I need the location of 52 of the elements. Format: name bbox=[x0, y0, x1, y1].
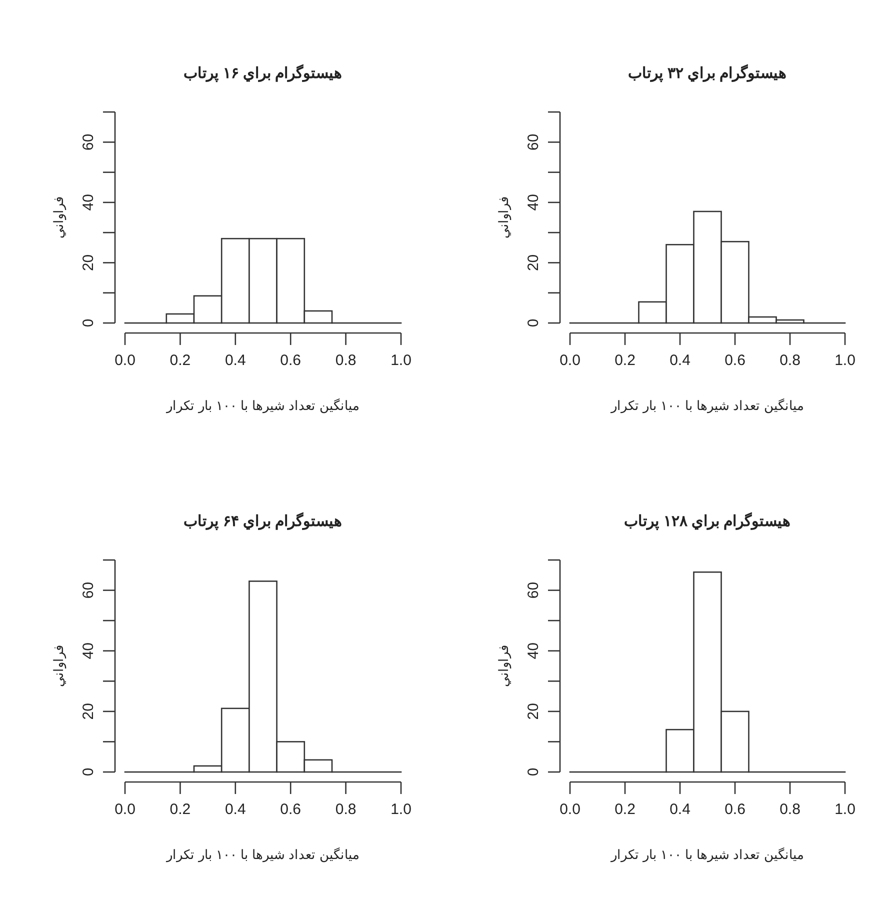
y-tick-label: 0 bbox=[525, 768, 542, 776]
y-tick-label: 20 bbox=[525, 703, 542, 720]
x-tick-label: 0.2 bbox=[170, 801, 191, 818]
x-tick-label: 0.2 bbox=[614, 352, 636, 369]
y-tick-label: 40 bbox=[80, 194, 97, 211]
y-tick-label: 40 bbox=[525, 194, 542, 211]
y-tick-label: 60 bbox=[525, 134, 542, 150]
x-tick-label: 0.4 bbox=[670, 801, 690, 818]
x-tick-label: 0.0 bbox=[114, 352, 136, 369]
y-axis-title: فراواني bbox=[51, 645, 67, 687]
x-tick-label: 0.2 bbox=[614, 801, 636, 818]
x-tick-label: 0.4 bbox=[224, 801, 246, 818]
y-tick-label: 20 bbox=[80, 703, 97, 720]
y-tick-label: 20 bbox=[525, 254, 542, 272]
chart-title: هيستوگرام براي ۱۶ پرتاب bbox=[184, 64, 342, 83]
x-tick-label: 0.6 bbox=[724, 801, 746, 818]
x-tick-label: 0.6 bbox=[724, 352, 746, 369]
y-tick-label: 0 bbox=[525, 318, 542, 328]
x-tick-label: 0.0 bbox=[114, 801, 136, 818]
x-tick-label: 0.2 bbox=[170, 352, 191, 369]
y-tick-label: 40 bbox=[80, 642, 97, 660]
y-axis-title: فراواني bbox=[51, 196, 67, 238]
x-tick-label: 1.0 bbox=[834, 352, 856, 369]
x-tick-label: 0.0 bbox=[560, 801, 580, 818]
x-tick-label: 1.0 bbox=[834, 801, 856, 818]
y-axis-title: فراواني bbox=[496, 645, 512, 687]
y-tick-label: 60 bbox=[80, 582, 97, 599]
y-tick-label: 0 bbox=[80, 768, 97, 776]
x-tick-label: 0.8 bbox=[335, 801, 356, 818]
y-tick-label: 60 bbox=[80, 134, 97, 150]
x-tick-label: 1.0 bbox=[390, 352, 412, 369]
x-tick-label: 0.4 bbox=[224, 352, 246, 369]
chart-title: هيستوگرام براي ۶۴ پرتاب bbox=[184, 512, 342, 531]
x-tick-label: 0.8 bbox=[335, 352, 356, 369]
y-tick-label: 20 bbox=[80, 254, 97, 272]
x-axis-title: ميانگين تعداد شيرها با ۱۰۰ بار تکرار bbox=[166, 847, 360, 863]
x-tick-label: 0.8 bbox=[780, 352, 800, 369]
x-tick-label: 0.0 bbox=[560, 352, 580, 369]
x-tick-label: 0.4 bbox=[670, 352, 690, 369]
y-tick-label: 40 bbox=[525, 642, 542, 660]
chart-title: هيستوگرام براي ۳۲ پرتاب bbox=[628, 64, 787, 83]
chart-title: هيستوگرام براي ۱۲۸ پرتاب bbox=[624, 512, 791, 531]
x-tick-label: 0.6 bbox=[280, 801, 302, 818]
x-axis-title: ميانگين تعداد شيرها با ۱۰۰ بار تکرار bbox=[610, 398, 804, 414]
x-axis-title: ميانگين تعداد شيرها با ۱۰۰ بار تکرار bbox=[166, 398, 360, 414]
y-tick-label: 60 bbox=[525, 582, 542, 599]
y-tick-label: 0 bbox=[80, 318, 97, 328]
x-tick-label: 0.8 bbox=[780, 801, 800, 818]
x-axis-title: ميانگين تعداد شيرها با ۱۰۰ بار تکرار bbox=[610, 847, 804, 863]
x-tick-label: 0.6 bbox=[280, 352, 302, 369]
x-tick-label: 1.0 bbox=[390, 801, 412, 818]
y-axis-title: فراواني bbox=[496, 196, 512, 238]
